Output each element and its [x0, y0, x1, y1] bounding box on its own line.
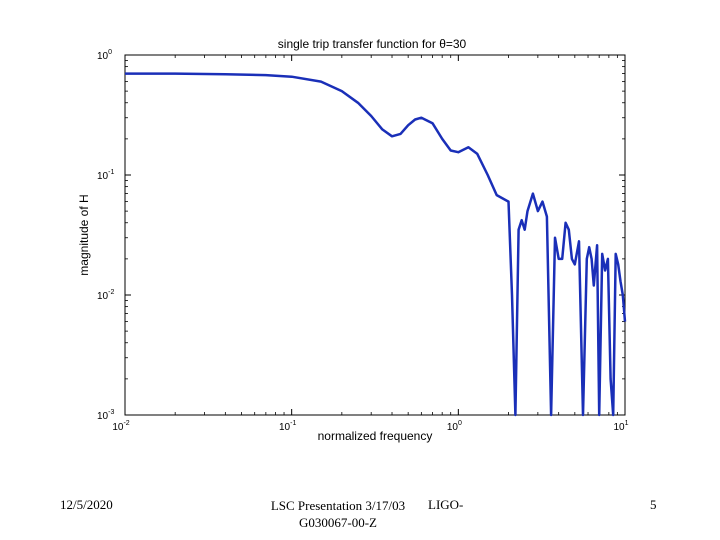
- chart-title: single trip transfer function for θ=30: [278, 37, 467, 51]
- footer-date: 12/5/2020: [60, 497, 113, 512]
- minor-ticks: [125, 55, 625, 415]
- footer-ligo: LIGO-: [428, 497, 464, 512]
- y-tick-labels: 10-3 10-2 10-1 100: [97, 49, 114, 422]
- footer-document-number: G030067-00-Z: [299, 515, 377, 530]
- y-tick-label: 10-3: [97, 409, 114, 422]
- y-axis-title: magnitude of H: [77, 194, 91, 275]
- y-tick-label: 100: [97, 49, 112, 62]
- x-tick-label: 100: [447, 420, 462, 433]
- x-tick-labels: 10-2 10-1 100 101: [112, 420, 628, 433]
- plot-area-frame: [124, 54, 626, 416]
- x-tick-label: 10-1: [279, 420, 296, 433]
- y-tick-label: 10-2: [97, 289, 114, 302]
- transfer-function-line: [125, 72, 627, 417]
- footer-presentation-info: LSC Presentation 3/17/03 G030067-00-Z: [258, 497, 418, 531]
- x-axis-title: normalized frequency: [318, 429, 433, 443]
- x-tick-label: 10-2: [112, 420, 129, 433]
- series-group: [125, 72, 627, 417]
- footer-page-number: 5: [650, 497, 657, 512]
- footer-presentation-line: LSC Presentation 3/17/03: [270, 498, 406, 513]
- x-tick-label: 101: [613, 420, 628, 433]
- transfer-function-chart: single trip transfer function for θ=30 1…: [77, 37, 629, 443]
- y-tick-label: 10-1: [97, 169, 114, 182]
